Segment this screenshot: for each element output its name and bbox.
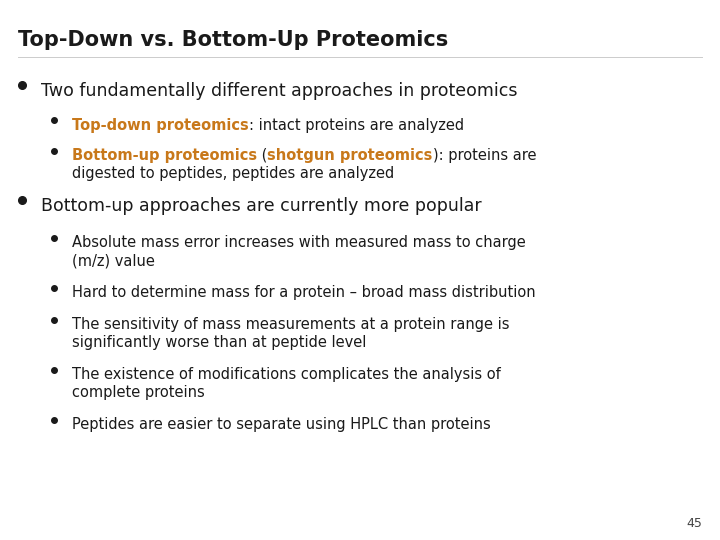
Text: Bottom-up proteomics: Bottom-up proteomics (72, 148, 257, 163)
Text: shotgun proteomics: shotgun proteomics (268, 148, 433, 163)
Text: Peptides are easier to separate using HPLC than proteins: Peptides are easier to separate using HP… (72, 417, 491, 432)
Text: The sensitivity of mass measurements at a protein range is: The sensitivity of mass measurements at … (72, 317, 510, 332)
Text: Hard to determine mass for a protein – broad mass distribution: Hard to determine mass for a protein – b… (72, 285, 536, 300)
Text: ): proteins are: ): proteins are (433, 148, 536, 163)
Text: : intact proteins are analyzed: : intact proteins are analyzed (248, 118, 464, 133)
Text: Top-down proteomics: Top-down proteomics (72, 118, 248, 133)
Text: (: ( (257, 148, 268, 163)
Text: Top-Down vs. Bottom-Up Proteomics: Top-Down vs. Bottom-Up Proteomics (18, 30, 449, 50)
Text: (m/z) value: (m/z) value (72, 253, 155, 268)
Text: complete proteins: complete proteins (72, 385, 204, 400)
Text: Absolute mass error increases with measured mass to charge: Absolute mass error increases with measu… (72, 235, 526, 251)
Text: digested to peptides, peptides are analyzed: digested to peptides, peptides are analy… (72, 166, 395, 181)
Text: Two fundamentally different approaches in proteomics: Two fundamentally different approaches i… (41, 82, 518, 100)
Text: The existence of modifications complicates the analysis of: The existence of modifications complicat… (72, 367, 500, 382)
Text: Bottom-up approaches are currently more popular: Bottom-up approaches are currently more … (41, 197, 482, 215)
Text: significantly worse than at peptide level: significantly worse than at peptide leve… (72, 335, 366, 350)
Text: 45: 45 (686, 517, 702, 530)
